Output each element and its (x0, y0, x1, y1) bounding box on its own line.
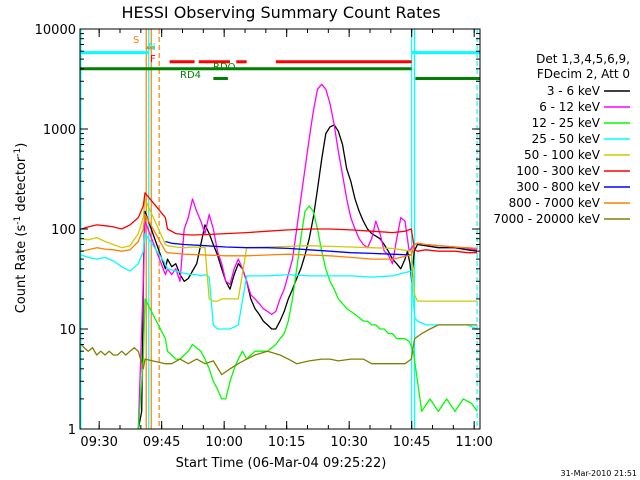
axis-ticks: 09:30 09:45 10:00 10:15 10:30 10:45 11:00 1 10 10… (35, 23, 493, 450)
legend-entry-label: 12 - 25 keV (532, 116, 601, 130)
y-axis-label-sup2: -1 (13, 148, 23, 157)
flag-label-rdo: RDO (213, 62, 236, 73)
legend-entry-label: 25 - 50 keV (532, 132, 601, 146)
series-line-6 (165, 240, 412, 256)
legend-entry-label: 3 - 6 keV (547, 84, 601, 98)
legend-entry-label: 50 - 100 keV (524, 148, 601, 162)
flag-label-s: S (133, 35, 139, 46)
y-axis-label: Count Rate (s-1 detector-1) (13, 143, 29, 314)
legend-entry-label: 300 - 800 keV (516, 180, 600, 194)
series-line-5 (81, 192, 478, 254)
flag-label-rd4: RD4 (180, 70, 201, 81)
series-line-8 (80, 324, 478, 376)
flag-label-f: F (150, 54, 156, 65)
series-line-0 (137, 124, 478, 430)
series-line-3 (81, 232, 478, 330)
x-tick-label: 10:30 (330, 435, 367, 450)
y-axis-label-part3: ) (14, 143, 29, 148)
legend-entry-label: 7000 - 20000 keV (493, 212, 600, 226)
x-tick-label: 09:45 (143, 435, 180, 450)
flag-labels: SNF RDO RD4 (133, 35, 236, 81)
y-tick-label: 10 (59, 323, 76, 338)
x-tick-label: 10:15 (268, 435, 305, 450)
data-series (80, 83, 478, 430)
y-axis-label-sup1: -1 (13, 216, 23, 225)
legend-entry-label: 100 - 300 keV (516, 164, 600, 178)
y-axis-label-part1: Count Rate (s (14, 225, 29, 314)
x-axis-label: Start Time (06-Mar-04 09:25:22) (176, 456, 387, 471)
x-tick-label: 10:00 (205, 435, 242, 450)
y-tick-label: 1 (68, 423, 76, 438)
y-tick-label: 100 (51, 223, 76, 238)
x-tick-label: 09:30 (80, 435, 117, 450)
flag-bars (80, 46, 480, 80)
legend: Det 1,3,4,5,6,9, FDecim 2, Att 0 3 - 6 k… (493, 52, 630, 226)
legend-entry-label: 800 - 7000 keV (509, 196, 601, 210)
chart-title: HESSI Observing Summary Count Rates (121, 3, 440, 22)
y-tick-label: 1000 (43, 123, 76, 138)
flag-label-n: N (148, 42, 155, 53)
x-tick-label: 10:45 (393, 435, 430, 450)
legend-entry-label: 6 - 12 keV (539, 100, 601, 114)
series-line-7 (81, 213, 478, 260)
legend-header-line-2: FDecim 2, Att 0 (537, 67, 630, 81)
series-line-2 (137, 205, 478, 430)
y-tick-label: 10000 (35, 23, 76, 38)
series-line-4 (81, 198, 478, 302)
footer-timestamp: 31-Mar-2010 21:51 (561, 469, 638, 478)
legend-header-line-1: Det 1,3,4,5,6,9, (536, 52, 630, 66)
y-axis-label-part2: detector (14, 156, 29, 216)
x-tick-label: 11:00 (455, 435, 492, 450)
